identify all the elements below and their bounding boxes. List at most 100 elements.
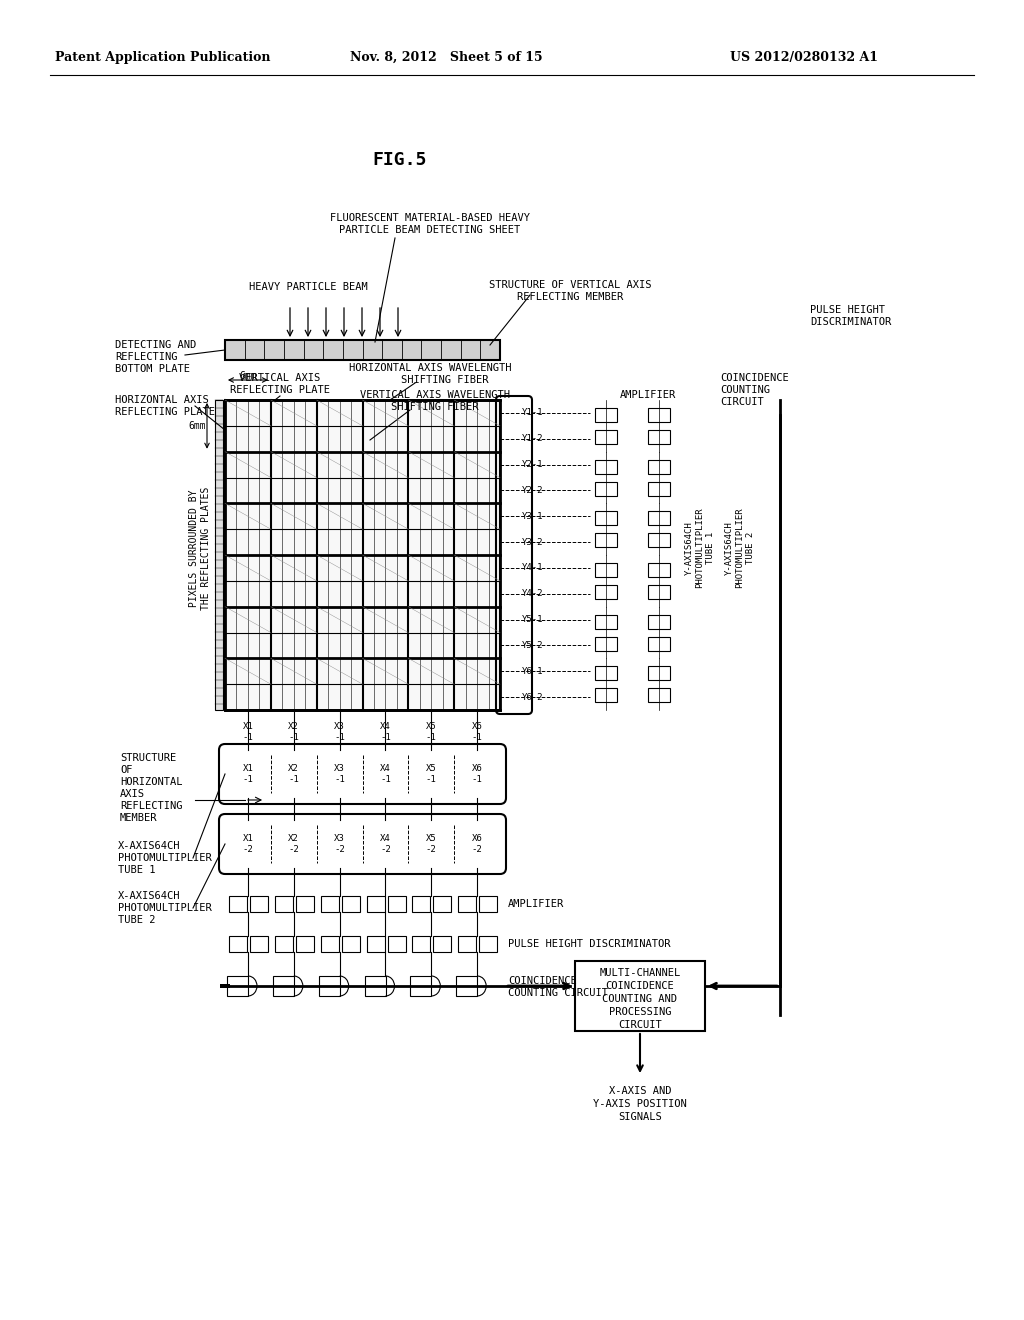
Text: HEAVY PARTICLE BEAM: HEAVY PARTICLE BEAM — [249, 282, 368, 292]
Text: MULTI-CHANNEL: MULTI-CHANNEL — [599, 968, 681, 978]
Text: AMPLIFIER: AMPLIFIER — [508, 899, 564, 909]
Text: Y1-2: Y1-2 — [522, 434, 544, 444]
Text: VERTICAL AXIS WAVELENGTH: VERTICAL AXIS WAVELENGTH — [360, 389, 510, 400]
Bar — [648, 482, 670, 495]
Text: DETECTING AND: DETECTING AND — [115, 341, 197, 350]
Text: X2
-1: X2 -1 — [289, 722, 299, 742]
Text: OF: OF — [120, 766, 132, 775]
Text: REFLECTING: REFLECTING — [115, 352, 177, 362]
Text: PHOTOMULTIPLIER: PHOTOMULTIPLIER — [118, 853, 212, 863]
Text: Y2-2: Y2-2 — [522, 486, 544, 495]
Bar — [595, 408, 617, 422]
Text: PARTICLE BEAM DETECTING SHEET: PARTICLE BEAM DETECTING SHEET — [339, 224, 520, 235]
Text: BOTTOM PLATE: BOTTOM PLATE — [115, 364, 190, 374]
Text: COINCIDENCE: COINCIDENCE — [508, 975, 577, 986]
Text: TUBE 2: TUBE 2 — [118, 915, 156, 925]
Text: X5
-2: X5 -2 — [426, 834, 436, 854]
Text: X1
-2: X1 -2 — [243, 834, 253, 854]
Text: X3
-1: X3 -1 — [334, 722, 345, 742]
Bar — [250, 936, 268, 952]
Bar — [648, 430, 670, 444]
Bar — [575, 961, 705, 1031]
Bar — [318, 975, 340, 997]
Text: X4
-2: X4 -2 — [380, 834, 391, 854]
Text: Y4-1: Y4-1 — [522, 564, 544, 573]
Bar — [648, 511, 670, 525]
Bar — [479, 936, 498, 952]
Bar — [595, 585, 617, 599]
Bar — [595, 636, 617, 651]
Text: CIRCUIT: CIRCUIT — [618, 1020, 662, 1030]
Text: Nov. 8, 2012   Sheet 5 of 15: Nov. 8, 2012 Sheet 5 of 15 — [350, 50, 543, 63]
Bar — [595, 564, 617, 577]
Bar — [648, 688, 670, 702]
Bar — [365, 975, 385, 997]
Bar — [595, 430, 617, 444]
Bar — [387, 896, 406, 912]
Bar — [321, 896, 339, 912]
Bar — [456, 975, 477, 997]
Text: HORIZONTAL AXIS: HORIZONTAL AXIS — [115, 395, 209, 405]
Bar — [229, 896, 247, 912]
Text: Patent Application Publication: Patent Application Publication — [55, 50, 270, 63]
Text: TUBE 1: TUBE 1 — [118, 865, 156, 875]
Bar — [595, 511, 617, 525]
Bar — [479, 896, 498, 912]
Text: X6
-2: X6 -2 — [472, 834, 482, 854]
Bar — [367, 936, 384, 952]
Text: DISCRIMINATOR: DISCRIMINATOR — [810, 317, 891, 327]
Text: X-AXIS64CH: X-AXIS64CH — [118, 891, 180, 902]
Bar — [250, 896, 268, 912]
Text: HORIZONTAL AXIS WAVELENGTH: HORIZONTAL AXIS WAVELENGTH — [349, 363, 511, 374]
Text: REFLECTING: REFLECTING — [120, 801, 182, 810]
Bar — [433, 936, 452, 952]
Text: Y6-2: Y6-2 — [522, 693, 544, 702]
Text: Y4-2: Y4-2 — [522, 589, 544, 598]
Text: PHOTOMULTIPLIER: PHOTOMULTIPLIER — [118, 903, 212, 913]
Text: 6mm: 6mm — [188, 421, 206, 430]
Bar — [229, 936, 247, 952]
Text: X1
-1: X1 -1 — [243, 764, 253, 784]
Bar — [225, 400, 500, 710]
Text: US 2012/0280132 A1: US 2012/0280132 A1 — [730, 50, 878, 63]
Bar — [225, 341, 500, 360]
Bar — [595, 615, 617, 628]
Text: STRUCTURE OF VERTICAL AXIS: STRUCTURE OF VERTICAL AXIS — [488, 280, 651, 290]
Text: X2
-2: X2 -2 — [289, 834, 299, 854]
Bar — [648, 667, 670, 680]
Bar — [367, 896, 384, 912]
Text: AMPLIFIER: AMPLIFIER — [620, 389, 676, 400]
Text: VERTICAL AXIS: VERTICAL AXIS — [240, 374, 321, 383]
Text: Y-AXIS64CH
PHOTOMULTIPLIER
TUBE 2: Y-AXIS64CH PHOTOMULTIPLIER TUBE 2 — [725, 508, 755, 589]
Text: X6
-1: X6 -1 — [472, 722, 482, 742]
Text: Y1-1: Y1-1 — [522, 408, 544, 417]
Text: Y6-1: Y6-1 — [522, 667, 544, 676]
Text: REFLECTING PLATE: REFLECTING PLATE — [115, 407, 215, 417]
Text: PIXELS SURROUNDED BY
THE REFLECTING PLATES: PIXELS SURROUNDED BY THE REFLECTING PLAT… — [189, 486, 211, 610]
Text: X-AXIS64CH: X-AXIS64CH — [118, 841, 180, 851]
Bar — [595, 533, 617, 548]
Text: X1
-1: X1 -1 — [243, 722, 253, 742]
Text: SIGNALS: SIGNALS — [618, 1111, 662, 1122]
Text: REFLECTING MEMBER: REFLECTING MEMBER — [517, 292, 624, 302]
Bar — [648, 459, 670, 474]
Text: X3
-2: X3 -2 — [334, 834, 345, 854]
Bar — [296, 896, 313, 912]
Bar — [272, 975, 294, 997]
Text: X4
-1: X4 -1 — [380, 722, 391, 742]
Bar — [321, 936, 339, 952]
Bar — [342, 896, 359, 912]
Bar — [458, 936, 476, 952]
Bar — [648, 636, 670, 651]
Bar — [227, 975, 248, 997]
Text: X6
-1: X6 -1 — [472, 764, 482, 784]
Bar — [648, 615, 670, 628]
Bar — [387, 936, 406, 952]
Text: PROCESSING: PROCESSING — [608, 1007, 672, 1016]
Text: COUNTING CIRCUIT: COUNTING CIRCUIT — [508, 987, 608, 998]
Bar — [274, 936, 293, 952]
Bar — [595, 667, 617, 680]
Text: REFLECTING PLATE: REFLECTING PLATE — [230, 385, 330, 395]
Bar — [215, 400, 223, 710]
Text: Y5-2: Y5-2 — [522, 642, 544, 649]
